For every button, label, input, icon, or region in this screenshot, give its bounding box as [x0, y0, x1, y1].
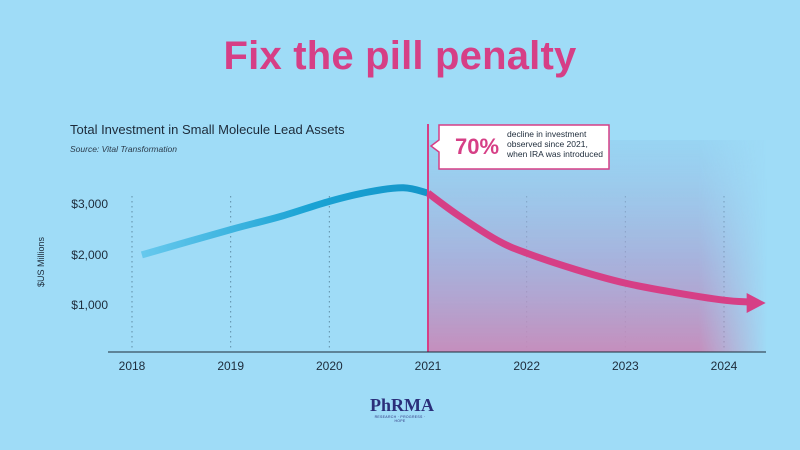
chart-subtitle: Total Investment in Small Molecule Lead …: [70, 122, 345, 137]
phrma-logo: PhRMA RESEARCH · PROGRESS · HOPE: [370, 395, 434, 426]
logo-wordmark: PhRMA: [370, 395, 434, 415]
x-tick-label-2018: 2018: [119, 359, 146, 373]
y-axis-title: $US Millions: [36, 236, 46, 287]
x-tick-label-2024: 2024: [711, 359, 738, 373]
x-tick-label-2020: 2020: [316, 359, 343, 373]
series-arrowhead: [746, 292, 766, 313]
x-tick-label-2021: 2021: [415, 359, 442, 373]
callout-value: 70%: [455, 134, 499, 159]
logo-tagline: RESEARCH · PROGRESS · HOPE: [374, 415, 426, 423]
y-tick-label-3000: $3,000: [71, 197, 108, 211]
y-tick-label-1000: $1,000: [71, 298, 108, 312]
series-line-after-2021: [425, 190, 749, 306]
x-tick-label-2022: 2022: [513, 359, 540, 373]
y-tick-label-2000: $2,000: [71, 248, 108, 262]
chart-source: Source: Vital Transformation: [70, 144, 177, 154]
callout-box: [429, 124, 610, 170]
callout-text-line-1: decline in investment: [507, 129, 587, 139]
page-title: Fix the pill penalty: [223, 34, 577, 78]
callout-text-line-2: observed since 2021,: [507, 139, 588, 149]
x-tick-label-2019: 2019: [217, 359, 244, 373]
post-ira-shaded-area: [428, 140, 768, 352]
series-line-before-2021: [140, 184, 429, 259]
x-tick-label-2023: 2023: [612, 359, 639, 373]
callout-text-line-3: when IRA was introduced: [506, 149, 603, 159]
